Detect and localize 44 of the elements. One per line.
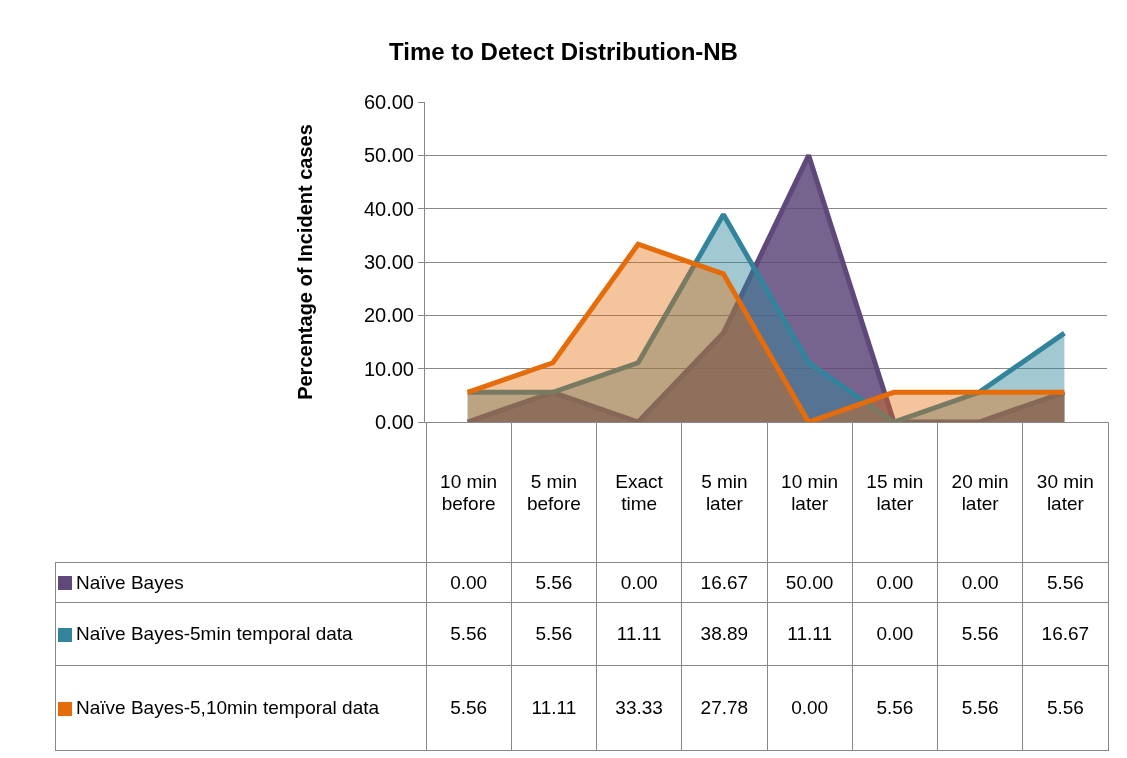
data-label: 5.56: [1022, 562, 1108, 603]
legend-label: Naïve Bayes-5min temporal data: [55, 602, 426, 666]
data-label: 33.33: [596, 665, 682, 751]
data-label: 50.00: [767, 562, 853, 603]
data-label: 11.11: [511, 665, 597, 751]
x-tick-label: Exact time: [596, 422, 682, 563]
data-label: 0.00: [596, 562, 682, 603]
legend-label: Naïve Bayes-5,10min temporal data: [55, 665, 426, 751]
x-tick-label: 5 min later: [681, 422, 767, 563]
data-label: 5.56: [1022, 665, 1108, 751]
data-label: 5.56: [937, 602, 1023, 666]
y-tick-label: 30.00: [363, 251, 414, 273]
x-tick-label: 15 min later: [852, 422, 938, 563]
chart-title: Time to Detect Distribution-NB: [389, 38, 738, 66]
data-label: 11.11: [596, 602, 682, 666]
x-tick-label: 5 min before: [511, 422, 597, 563]
data-label: 16.67: [681, 562, 767, 603]
data-label: 0.00: [937, 562, 1023, 603]
y-tick-label: 10.00: [363, 357, 414, 380]
x-tick-label: 30 min later: [1022, 422, 1108, 563]
y-axis-title: Percentage of Incident cases: [294, 124, 317, 400]
y-tick-label: 0.00: [375, 411, 414, 433]
data-label: 11.11: [767, 602, 853, 666]
data-label: 5.56: [426, 602, 512, 666]
x-tick-label: 10 min later: [767, 422, 853, 563]
y-tick-label: 60.00: [363, 91, 414, 113]
legend-label: Naïve Bayes: [55, 562, 426, 603]
data-label: 38.89: [681, 602, 767, 666]
x-tick-label: 20 min later: [937, 422, 1023, 563]
data-label: 16.67: [1022, 602, 1108, 666]
y-tick-label: 50.00: [363, 144, 414, 167]
data-label: 0.00: [852, 602, 938, 666]
y-tick-label: 20.00: [363, 304, 414, 327]
data-label: 0.00: [426, 562, 512, 603]
data-label: 0.00: [852, 562, 938, 603]
data-label: 5.56: [937, 665, 1023, 751]
data-label: 5.56: [852, 665, 938, 751]
data-label: 27.78: [681, 665, 767, 751]
data-label: 0.00: [767, 665, 853, 751]
data-label: 5.56: [511, 562, 597, 603]
data-label: 5.56: [511, 602, 597, 666]
x-tick-label: 10 min before: [426, 422, 512, 563]
data-label: 5.56: [426, 665, 512, 751]
y-tick-label: 40.00: [363, 197, 414, 220]
